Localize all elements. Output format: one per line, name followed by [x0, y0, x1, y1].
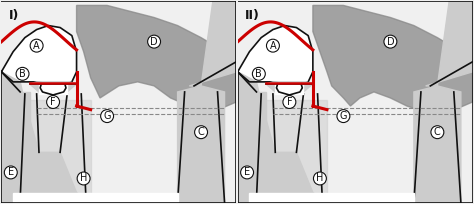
Text: B: B — [19, 69, 26, 79]
Polygon shape — [313, 6, 473, 112]
Polygon shape — [256, 152, 322, 198]
Polygon shape — [426, 1, 473, 86]
Text: A: A — [270, 41, 276, 51]
Text: D: D — [150, 37, 158, 47]
Text: A: A — [33, 41, 40, 51]
Text: I): I) — [9, 9, 19, 22]
Polygon shape — [237, 92, 266, 203]
Polygon shape — [13, 100, 91, 203]
Polygon shape — [29, 82, 77, 94]
Polygon shape — [13, 193, 178, 203]
Polygon shape — [249, 102, 275, 203]
Text: F: F — [287, 97, 292, 107]
Polygon shape — [249, 193, 414, 203]
Polygon shape — [237, 72, 261, 102]
Polygon shape — [266, 82, 313, 94]
Polygon shape — [414, 86, 461, 203]
Polygon shape — [189, 1, 237, 86]
Polygon shape — [178, 86, 225, 203]
Polygon shape — [1, 92, 29, 203]
Text: G: G — [340, 111, 347, 121]
Text: E: E — [8, 167, 14, 177]
Polygon shape — [1, 72, 25, 102]
Text: G: G — [103, 111, 111, 121]
Text: D: D — [387, 37, 394, 47]
Polygon shape — [1, 26, 77, 86]
Text: E: E — [244, 167, 250, 177]
Text: C: C — [434, 127, 441, 137]
Polygon shape — [77, 6, 237, 112]
Text: B: B — [255, 69, 262, 79]
Polygon shape — [20, 152, 86, 198]
Text: C: C — [198, 127, 204, 137]
Text: H: H — [316, 173, 324, 183]
Polygon shape — [237, 26, 313, 86]
Polygon shape — [249, 100, 327, 203]
Text: H: H — [80, 173, 87, 183]
Text: II): II) — [245, 9, 260, 22]
Polygon shape — [13, 102, 39, 203]
Text: F: F — [50, 97, 56, 107]
